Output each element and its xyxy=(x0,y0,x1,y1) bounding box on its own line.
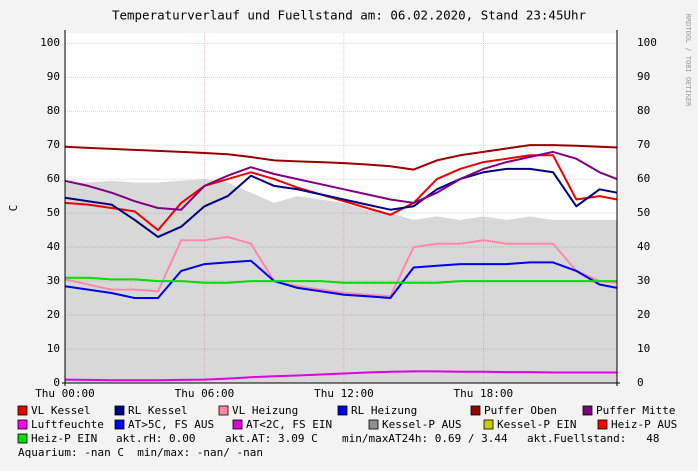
y-tick-label: 40 xyxy=(47,240,60,253)
y2-tick-label: 20 xyxy=(637,308,650,321)
legend-swatch xyxy=(114,419,125,430)
legend-swatch xyxy=(483,419,494,430)
legend-label: VL Heizung xyxy=(232,404,298,417)
legend-label: Kessel-P AUS xyxy=(382,418,461,431)
legend-label: VL Kessel xyxy=(31,404,91,417)
legend-swatch xyxy=(597,419,608,430)
y-tick-label: 100 xyxy=(40,36,60,49)
y-tick-label: 0 xyxy=(53,376,60,389)
y2-tick-label: 100 xyxy=(637,36,657,49)
y-tick-label: 60 xyxy=(47,172,60,185)
legend-swatch xyxy=(218,405,229,416)
y2-tick-label: 0 xyxy=(637,376,644,389)
chart-title: Temperaturverlauf und Fuellstand am: 06.… xyxy=(112,8,587,23)
y2-tick-label: 10 xyxy=(637,342,650,355)
y2-tick-label: 40 xyxy=(637,240,650,253)
y2-tick-label: 50 xyxy=(637,206,650,219)
legend-note: akt.Fuellstand: 48 xyxy=(527,432,659,445)
legend-swatch xyxy=(17,433,28,444)
line xyxy=(64,144,618,171)
y-tick-label: 50 xyxy=(47,206,60,219)
y-tick-label: 20 xyxy=(47,308,60,321)
line xyxy=(64,150,618,211)
legend-label: Kessel-P EIN xyxy=(497,418,576,431)
legend-swatch xyxy=(470,405,481,416)
line xyxy=(65,276,617,284)
y2-tick-label: 70 xyxy=(637,138,650,151)
y-tick-label: 30 xyxy=(47,274,60,287)
y-tick-label: 70 xyxy=(47,138,60,151)
legend-label: RL Heizung xyxy=(351,404,417,417)
legend-label: Luftfeuchte xyxy=(31,418,104,431)
line xyxy=(64,259,618,299)
legend-note: akt.AT: 3.09 C xyxy=(225,432,318,445)
y2-tick-label: 30 xyxy=(637,274,650,287)
y-tick-label: 10 xyxy=(47,342,60,355)
legend-note: min/maxAT24h: 0.69 / 3.44 xyxy=(342,432,508,445)
legend-swatch xyxy=(368,419,379,430)
legend-label: RL Kessel xyxy=(128,404,188,417)
line xyxy=(64,154,618,232)
y2-tick-label: 90 xyxy=(637,70,650,83)
legend-swatch xyxy=(337,405,348,416)
line xyxy=(64,370,617,382)
area xyxy=(65,179,617,383)
legend-label: Puffer Mitte xyxy=(596,404,675,417)
watermark: RRDTOOL / TOBI OETIKER xyxy=(684,14,692,108)
legend-label: AT<2C, FS EIN xyxy=(246,418,332,431)
x-tick-label: Thu 06:00 xyxy=(175,387,235,400)
line xyxy=(64,235,618,298)
y-tick-label: 90 xyxy=(47,70,60,83)
y-tick-label: 80 xyxy=(47,104,60,117)
legend-label: Heiz-P AUS xyxy=(611,418,677,431)
legend-swatch xyxy=(114,405,125,416)
legend-swatch xyxy=(17,405,28,416)
y2-tick-label: 80 xyxy=(637,104,650,117)
legend-swatch xyxy=(582,405,593,416)
x-tick-label: Thu 00:00 xyxy=(35,387,95,400)
legend-label: AT>5C, FS AUS xyxy=(128,418,214,431)
legend-note: Aquarium: -nan C min/max: -nan/ -nan xyxy=(18,446,263,459)
y2-tick-label: 60 xyxy=(637,172,650,185)
legend-swatch xyxy=(232,419,243,430)
line xyxy=(64,167,618,238)
legend-swatch xyxy=(17,419,28,430)
legend-label: Heiz-P EIN xyxy=(31,432,97,445)
y-axis-label: C xyxy=(7,205,20,212)
legend-note: akt.rH: 0.00 xyxy=(116,432,195,445)
x-tick-label: Thu 18:00 xyxy=(454,387,514,400)
legend-label: Puffer Oben xyxy=(484,404,557,417)
x-tick-label: Thu 12:00 xyxy=(314,387,374,400)
